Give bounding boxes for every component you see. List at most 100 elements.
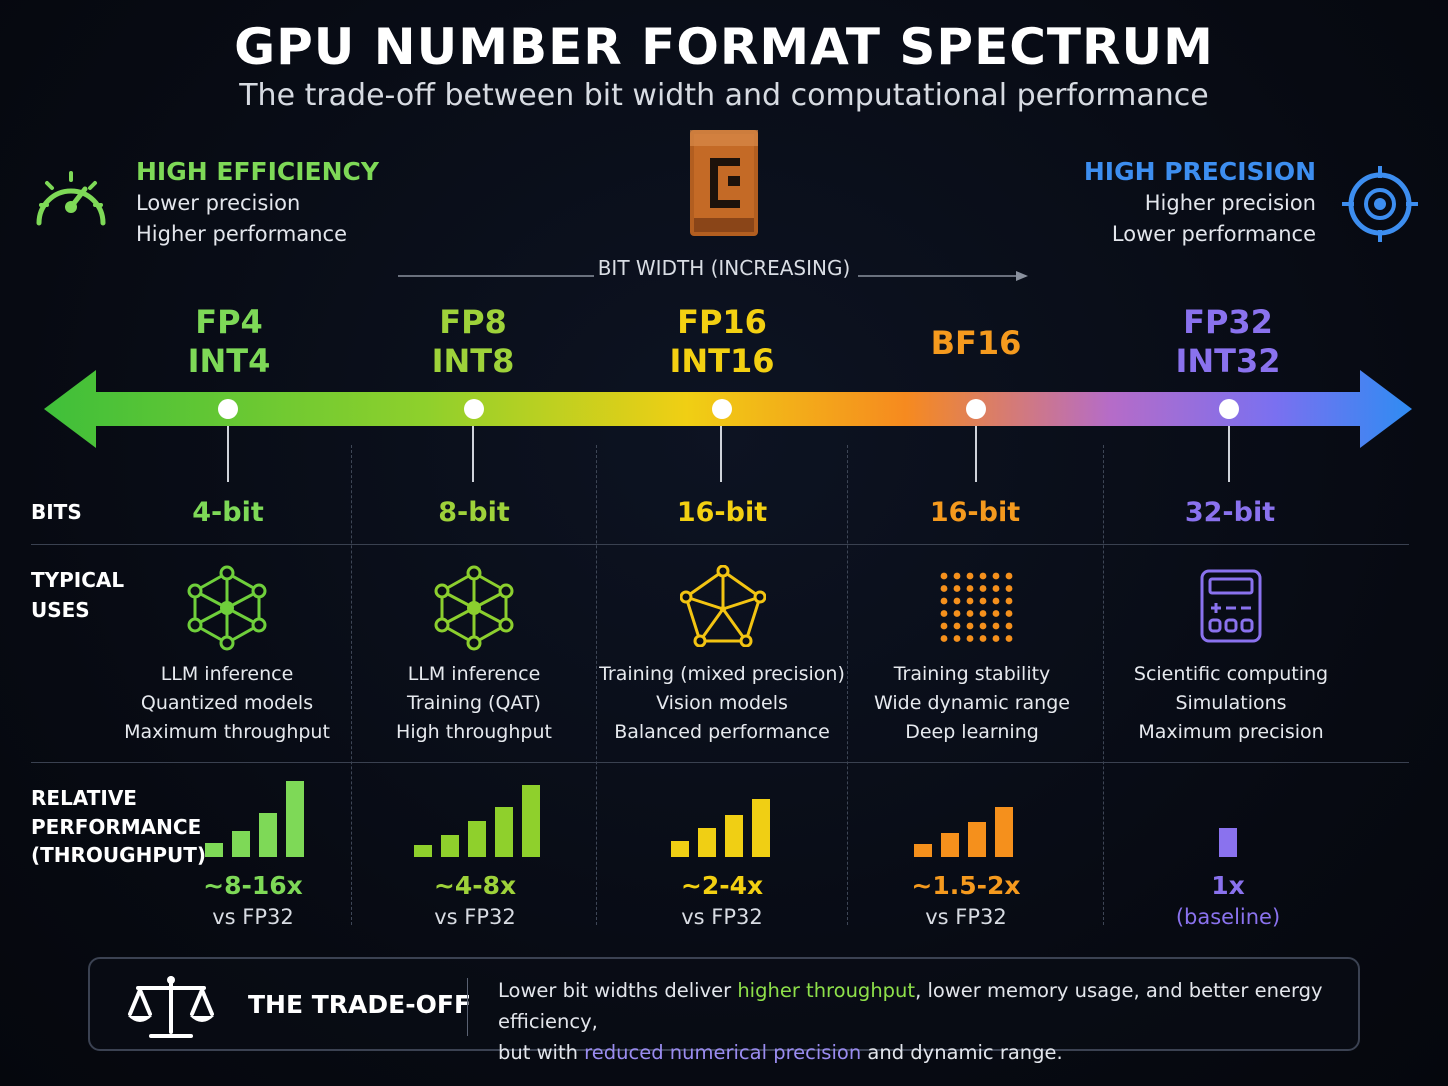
dot xyxy=(992,635,1000,642)
format-name: FP8 xyxy=(439,303,507,341)
marker-stem xyxy=(472,426,474,482)
performance-bar xyxy=(941,833,959,857)
tradeoff-line-2: but with reduced numerical precision and… xyxy=(498,1037,1338,1068)
spectrum-marker xyxy=(464,399,484,419)
tradeoff-text-segment: Lower bit widths deliver xyxy=(498,979,738,1002)
performance-note: vs FP32 xyxy=(681,905,763,929)
dot xyxy=(979,610,987,617)
tradeoff-text-segment: , lower memory usage, and better energy … xyxy=(498,979,1323,1033)
performance-bar xyxy=(914,844,932,857)
tradeoff-text-segment: but with xyxy=(498,1041,585,1064)
dot xyxy=(966,635,974,642)
format-label-fp4-int4: FP4 INT4 xyxy=(129,303,329,381)
performance-row-label-line: RELATIVE xyxy=(31,786,137,810)
performance-bar xyxy=(522,785,540,857)
format-name: BF16 xyxy=(930,324,1022,362)
dot xyxy=(979,597,987,605)
format-name: INT32 xyxy=(1175,342,1281,380)
tradeoff-highlight-precision: reduced numerical precision xyxy=(584,1041,862,1064)
dot xyxy=(966,622,974,630)
performance-row-label: RELATIVE PERFORMANCE (THROUGHPUT) xyxy=(31,784,206,870)
precision-line-2: Lower performance xyxy=(1111,222,1316,246)
performance-value: ~4-8x xyxy=(433,871,517,900)
performance-bar xyxy=(441,835,459,857)
use-item: High throughput xyxy=(396,721,552,743)
use-item: Training (mixed precision) xyxy=(599,663,845,685)
dot xyxy=(940,635,948,642)
use-item: Vision models xyxy=(656,692,788,714)
use-item: LLM inference xyxy=(407,663,541,685)
use-item: LLM inference xyxy=(160,663,294,685)
performance-bar xyxy=(232,831,250,857)
format-name: INT4 xyxy=(187,342,271,380)
format-name: FP4 xyxy=(195,303,263,341)
use-item: Balanced performance xyxy=(614,721,830,743)
dot xyxy=(966,610,974,617)
performance-bar xyxy=(414,845,432,857)
column-divider xyxy=(351,445,352,925)
efficiency-line-1: Lower precision xyxy=(136,191,301,215)
precision-block: HIGH PRECISION Higher precision Lower pe… xyxy=(1084,157,1316,250)
network-icon xyxy=(187,565,267,651)
uses-list: Training stability Wide dynamic range De… xyxy=(847,660,1097,747)
marker-stem xyxy=(720,426,722,482)
pentagon-network-icon xyxy=(680,565,766,647)
use-item: Wide dynamic range xyxy=(874,692,1070,714)
uses-list: Training (mixed precision) Vision models… xyxy=(597,660,847,747)
bits-value: 32-bit xyxy=(1184,497,1276,528)
spectrum-marker xyxy=(218,399,238,419)
page-title: GPU NUMBER FORMAT SPECTRUM xyxy=(234,18,1214,76)
marker-stem xyxy=(975,426,977,482)
bits-value: 4-bit xyxy=(192,497,264,528)
performance-value: 1x xyxy=(1211,871,1245,900)
format-name: INT8 xyxy=(431,342,515,380)
tradeoff-line-1: Lower bit widths deliver higher throughp… xyxy=(498,975,1338,1037)
dot xyxy=(953,572,961,580)
dot xyxy=(940,622,948,630)
dot xyxy=(992,585,1000,592)
format-name: INT16 xyxy=(669,342,775,380)
dot xyxy=(979,585,987,592)
dot xyxy=(940,597,948,605)
network-icon xyxy=(434,565,514,651)
row-divider xyxy=(31,762,1409,763)
format-name: FP32 xyxy=(1183,303,1273,341)
dot xyxy=(1005,610,1013,617)
uses-row-label-line: TYPICAL xyxy=(31,568,125,592)
use-item: Quantized models xyxy=(140,692,314,714)
performance-note: vs FP32 xyxy=(925,905,1007,929)
tradeoff-text: Lower bit widths deliver higher throughp… xyxy=(498,975,1338,1068)
tradeoff-divider xyxy=(467,978,468,1036)
axis-arrow xyxy=(398,271,1028,281)
uses-list: LLM inference Training (QAT) High throug… xyxy=(349,660,599,747)
performance-bar xyxy=(752,799,770,857)
column-divider xyxy=(596,445,597,925)
efficiency-block: HIGH EFFICIENCY Lower precision Higher p… xyxy=(136,157,379,250)
dot xyxy=(1005,622,1013,630)
performance-note: (baseline) xyxy=(1175,905,1281,929)
dot xyxy=(940,572,948,580)
performance-bars xyxy=(205,777,315,857)
dot xyxy=(953,635,961,642)
format-label-bf16: BF16 xyxy=(876,324,1076,363)
format-name: FP16 xyxy=(677,303,767,341)
dot xyxy=(979,635,987,642)
performance-bars xyxy=(914,777,1018,857)
dot xyxy=(953,585,961,592)
performance-note: vs FP32 xyxy=(212,905,294,929)
dot xyxy=(1005,635,1013,642)
spectrum-marker xyxy=(712,399,732,419)
performance-bars xyxy=(414,777,544,857)
target-icon xyxy=(1342,166,1418,242)
bits-row-label: BITS xyxy=(31,500,82,524)
dot-grid-icon xyxy=(940,572,1013,642)
dot xyxy=(1005,572,1013,580)
dot xyxy=(992,610,1000,617)
performance-bar xyxy=(725,815,743,857)
performance-bar xyxy=(671,841,689,857)
column-divider xyxy=(847,445,848,925)
performance-note: vs FP32 xyxy=(434,905,516,929)
tradeoff-panel xyxy=(88,957,1360,1051)
performance-bar xyxy=(495,807,513,857)
axis-label: BIT WIDTH (INCREASING) xyxy=(597,256,851,280)
